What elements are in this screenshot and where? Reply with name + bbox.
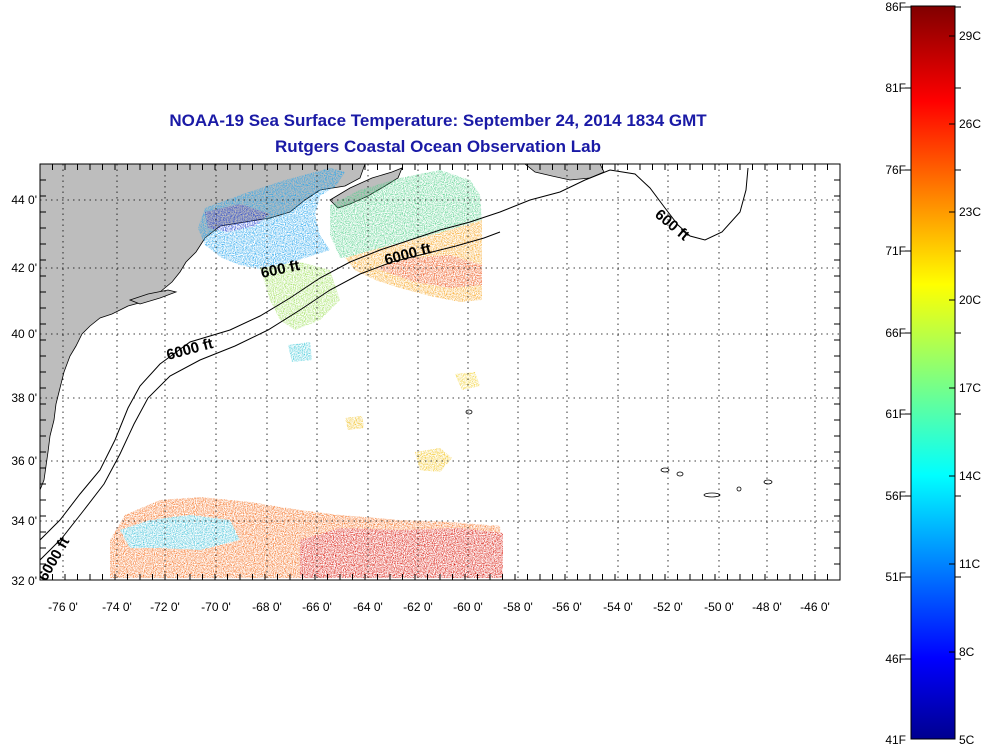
sst-offshore-green bbox=[260, 262, 340, 330]
lat-label: 40 0' bbox=[11, 327, 37, 341]
map-title: NOAA-19 Sea Surface Temperature: Septemb… bbox=[169, 111, 707, 130]
seamount-contours bbox=[465, 409, 773, 498]
colorbar-f-label: 86F bbox=[885, 0, 906, 14]
colorbar-c-label: 17C bbox=[959, 381, 981, 395]
colorbar-celsius-labels: 29C 26C 23C 20C 17C 14C 11C 8C 5C bbox=[959, 29, 981, 747]
lat-label: 34 0' bbox=[11, 514, 37, 528]
contour-6000ft bbox=[40, 231, 501, 561]
lon-label: -68 0' bbox=[252, 600, 282, 614]
colorbar-f-label: 51F bbox=[885, 570, 906, 584]
colorbar-f-label: 81F bbox=[885, 81, 906, 95]
sst-data-layer bbox=[110, 168, 503, 578]
lon-label: -62 0' bbox=[403, 600, 433, 614]
colorbar-c-label: 14C bbox=[959, 469, 981, 483]
x-axis-labels: -76 0' -74 0' -72 0' -70 0' -68 0' -66 0… bbox=[48, 600, 830, 614]
sst-patch-small-3 bbox=[288, 342, 312, 362]
colorbar-c-label: 23C bbox=[959, 205, 981, 219]
land-long-island bbox=[128, 289, 178, 305]
axis-tick-marks bbox=[39, 163, 841, 581]
colorbar-f-label: 56F bbox=[885, 489, 906, 503]
lon-label: -50 0' bbox=[704, 600, 734, 614]
lon-label: -60 0' bbox=[453, 600, 483, 614]
lon-label: -74 0' bbox=[102, 600, 132, 614]
lon-label: -70 0' bbox=[201, 600, 231, 614]
sst-southern-cool-patch bbox=[120, 515, 240, 550]
colorbar-c-label: 20C bbox=[959, 293, 981, 307]
lon-label: -66 0' bbox=[302, 600, 332, 614]
colorbar-f-label: 66F bbox=[885, 326, 906, 340]
lon-label: -76 0' bbox=[48, 600, 78, 614]
lat-label: 32 0' bbox=[11, 574, 37, 588]
contour-600ft bbox=[40, 167, 749, 541]
lon-label: -64 0' bbox=[353, 600, 383, 614]
lat-label: 36 0' bbox=[11, 454, 37, 468]
lon-label: -56 0' bbox=[552, 600, 582, 614]
map-subtitle: Rutgers Coastal Ocean Observation Lab bbox=[275, 137, 601, 156]
lon-label: -72 0' bbox=[150, 600, 180, 614]
colorbar-f-label: 76F bbox=[885, 163, 906, 177]
sst-patch-small-1 bbox=[455, 372, 480, 390]
lat-label: 44 0' bbox=[11, 193, 37, 207]
sst-sargasso-hot bbox=[300, 528, 503, 578]
lat-label: 42 0' bbox=[11, 261, 37, 275]
bathymetry-contours bbox=[40, 167, 749, 561]
colorbar-f-label: 41F bbox=[885, 733, 906, 747]
colorbar-c-label: 5C bbox=[959, 733, 975, 747]
sst-patch-small-2 bbox=[345, 416, 364, 430]
colorbar-gradient bbox=[910, 5, 956, 740]
y-axis-labels: 44 0' 42 0' 40 0' 38 0' 36 0' 34 0' 32 0… bbox=[11, 193, 37, 588]
sst-gulf-of-maine bbox=[198, 168, 345, 270]
colorbar-c-label: 26C bbox=[959, 117, 981, 131]
sst-gulf-of-maine-cold bbox=[205, 204, 270, 232]
sst-patch-gulfstream bbox=[415, 448, 452, 472]
colorbar-ticks bbox=[905, 6, 961, 660]
colorbar-c-label: 29C bbox=[959, 29, 981, 43]
land-newfoundland bbox=[524, 164, 605, 181]
graticule bbox=[40, 164, 840, 580]
sst-shelf-slope-hot bbox=[375, 255, 482, 288]
lon-label: -48 0' bbox=[752, 600, 782, 614]
lon-label: -52 0' bbox=[653, 600, 683, 614]
colorbar-f-label: 71F bbox=[885, 244, 906, 258]
colorbar-fahrenheit-labels: 86F 81F 76F 71F 66F 61F 56F 51F 46F 41F bbox=[885, 0, 906, 747]
lon-label: -46 0' bbox=[800, 600, 830, 614]
lat-label: 38 0' bbox=[11, 391, 37, 405]
colorbar-c-label: 11C bbox=[959, 557, 980, 571]
lon-label: -54 0' bbox=[603, 600, 633, 614]
colorbar: 86F 81F 76F 71F 66F 61F 56F 51F 46F 41F … bbox=[885, 0, 981, 747]
map-plot-area: 600 ft 6000 ft 6000 ft 600 ft 6000 ft bbox=[40, 164, 840, 580]
colorbar-f-label: 61F bbox=[885, 407, 906, 421]
colorbar-c-label: 8C bbox=[959, 645, 975, 659]
colorbar-f-label: 46F bbox=[885, 652, 906, 666]
lon-label: -58 0' bbox=[503, 600, 533, 614]
